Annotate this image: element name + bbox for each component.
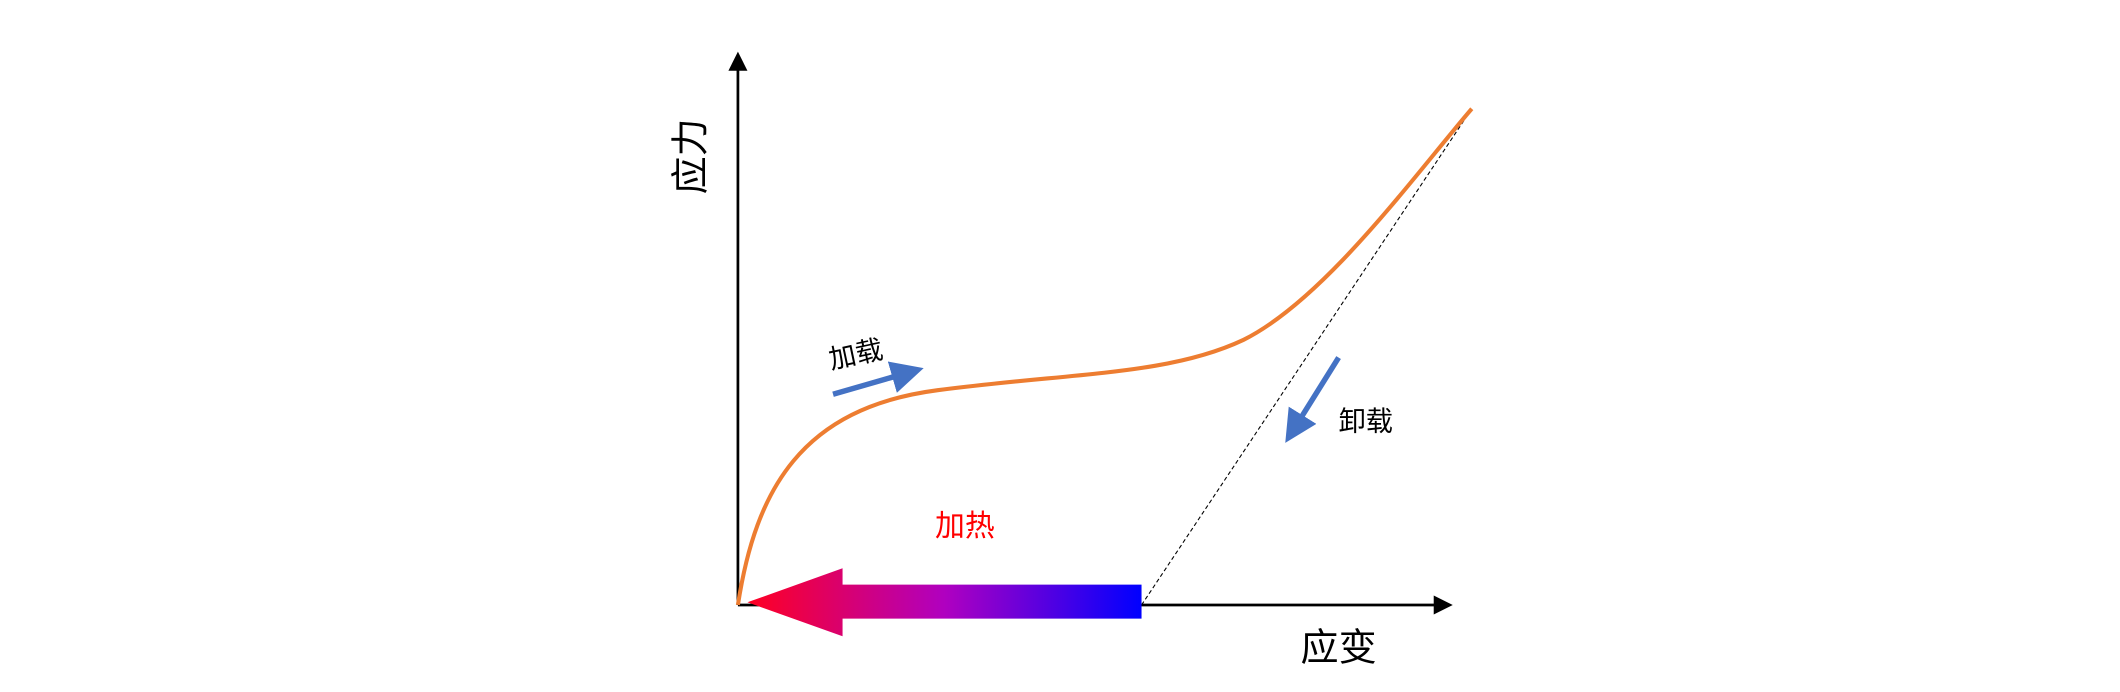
heating-label: 加热 (935, 509, 995, 544)
unloading-line (1141, 108, 1473, 606)
x-axis-arrow (1433, 595, 1453, 615)
unloading-arrow (1285, 356, 1341, 443)
unloading-label: 卸载 (1339, 406, 1393, 437)
heating-arrow (747, 568, 1142, 637)
x-axis-label: 应变 (1301, 625, 1377, 669)
y-axis-label: 应力 (669, 118, 713, 194)
loading-label: 加载 (826, 334, 886, 376)
loading-arrow (832, 361, 924, 397)
stress-strain-curve (735, 107, 1474, 606)
y-axis-arrow (728, 51, 748, 71)
